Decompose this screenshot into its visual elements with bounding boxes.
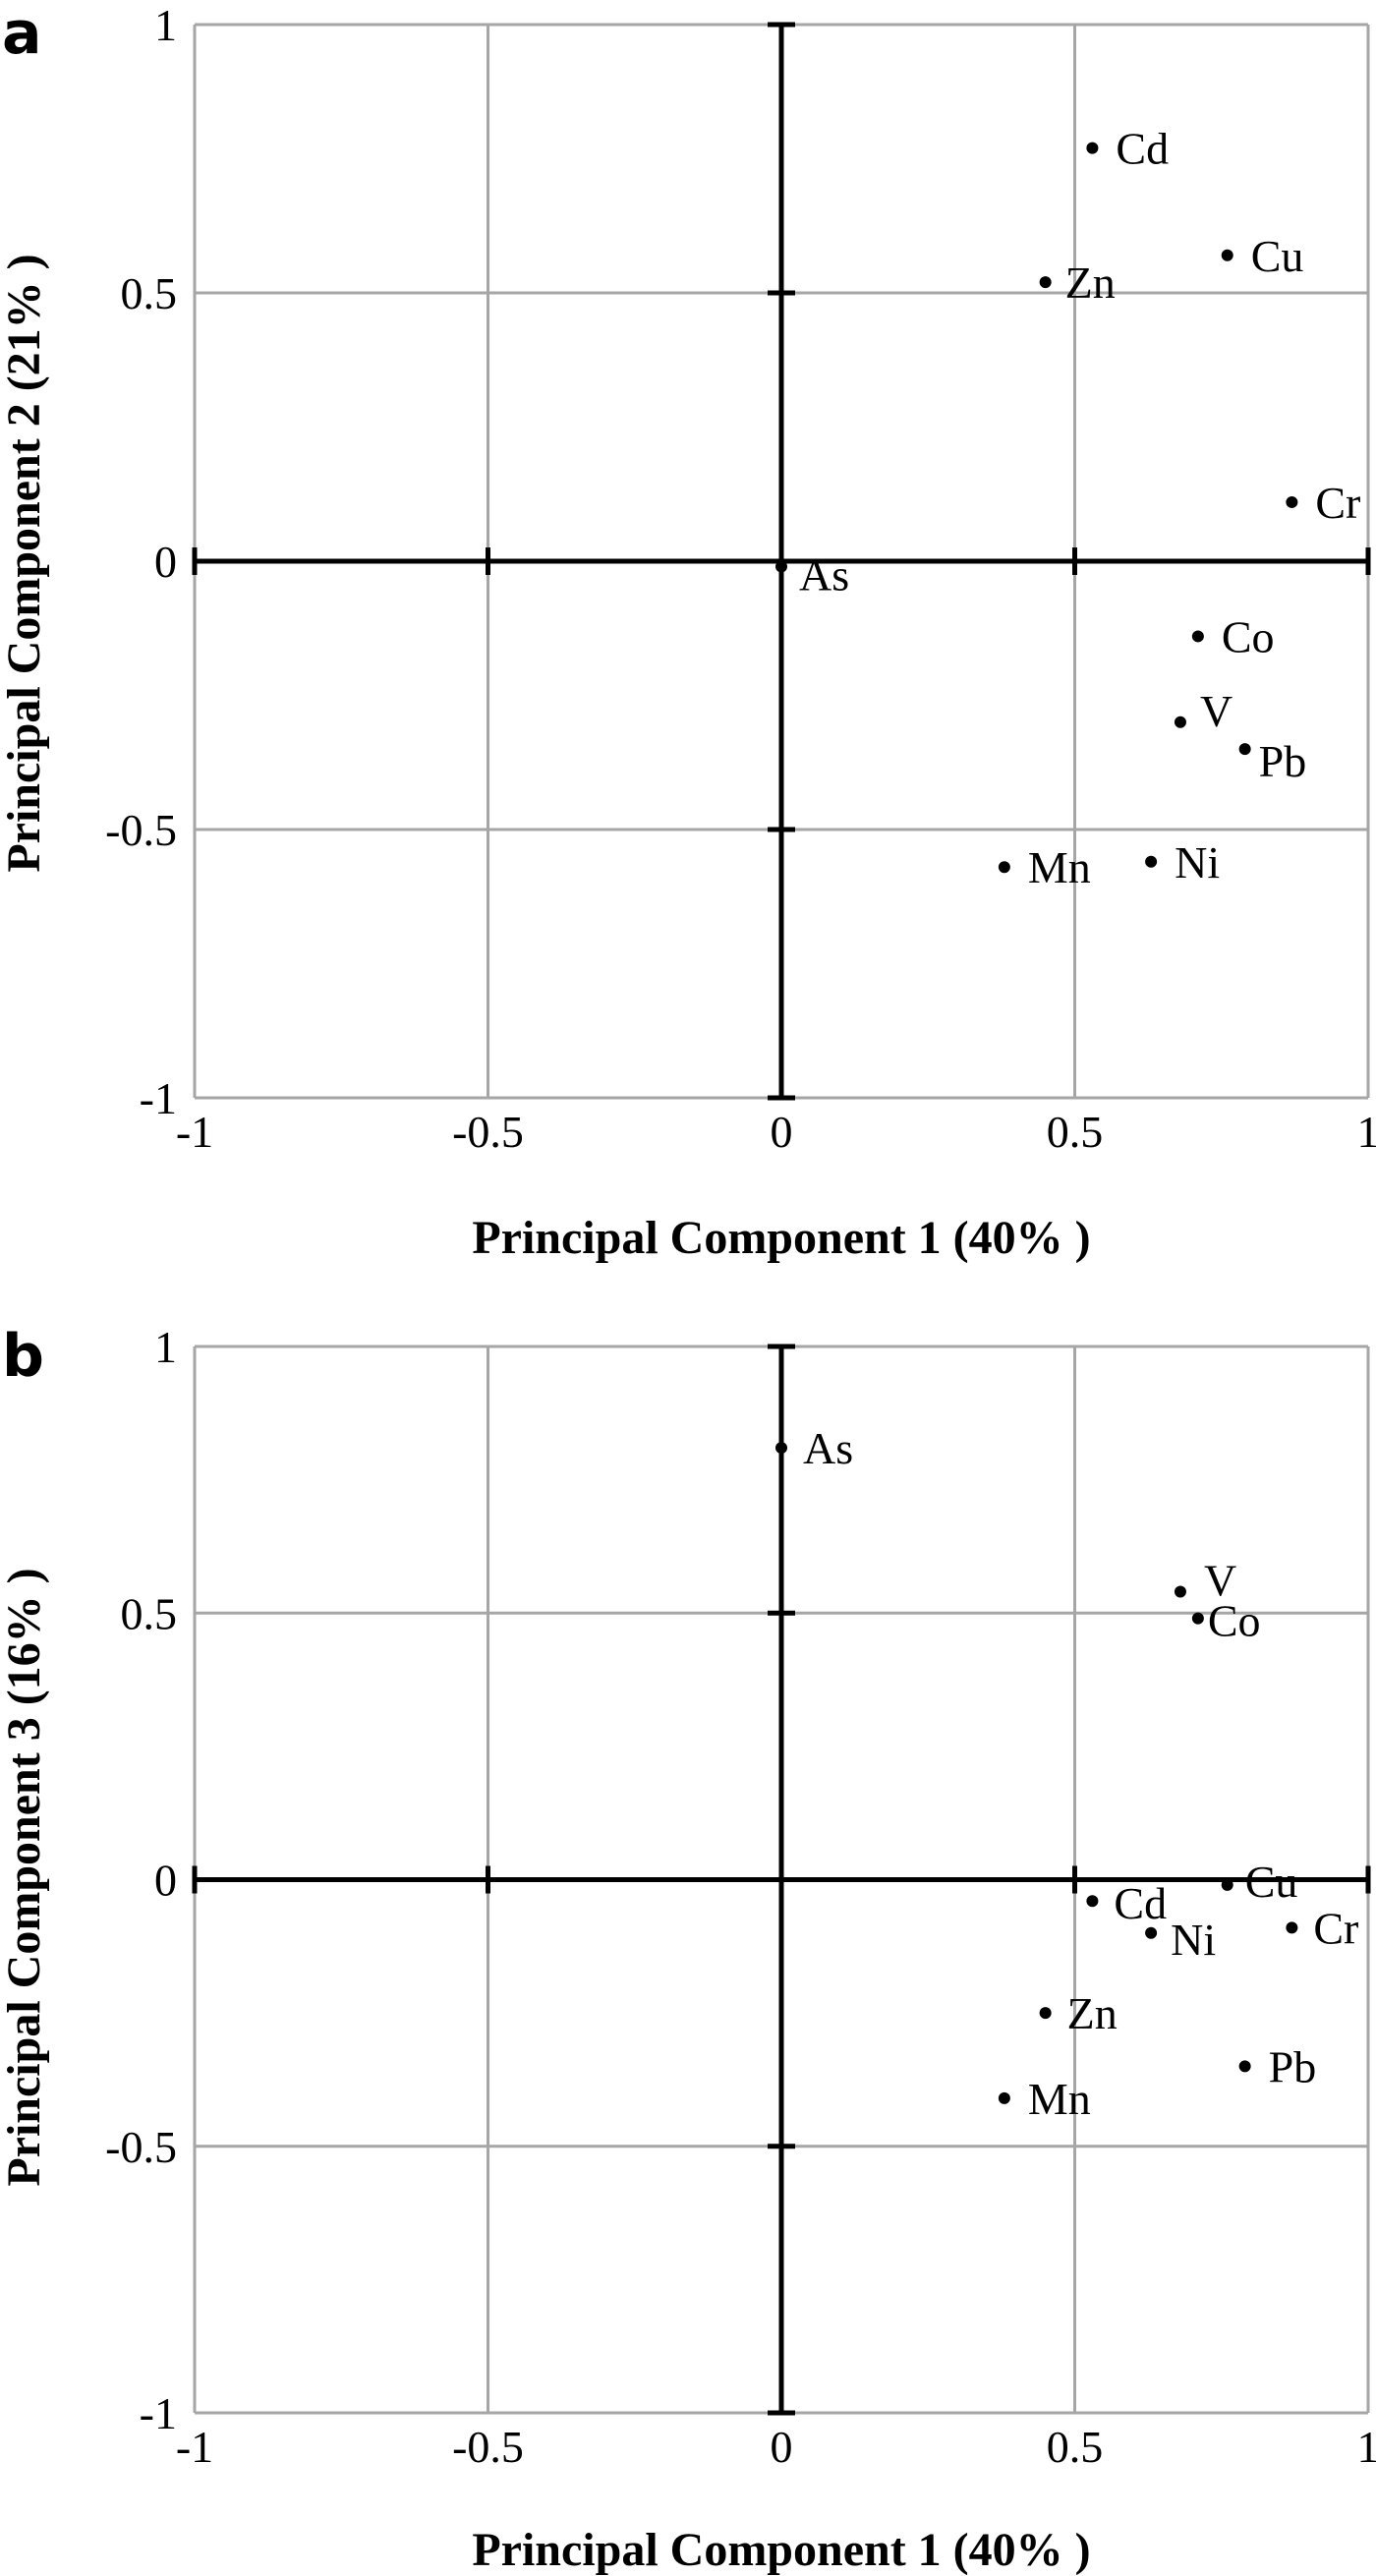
panel-b-point-label-ni: Ni	[1171, 1915, 1216, 1965]
panel-b-y-tick-label: -1	[140, 2388, 177, 2438]
panel-b-point-cd	[1086, 1895, 1099, 1908]
panel-a-point-cu	[1221, 249, 1233, 261]
panel-b-x-tick-label: -1	[176, 2422, 213, 2472]
panel-b-point-label-as: As	[803, 1423, 853, 1473]
panel-a-point-pb	[1238, 743, 1251, 756]
panel-a-point-zn	[1039, 276, 1052, 289]
panel-a-point-ni	[1145, 855, 1158, 868]
panel-a-point-label-as: As	[799, 549, 849, 600]
panel-b-letter: b	[2, 1322, 44, 1391]
panel-a-point-co	[1191, 630, 1204, 643]
panel-b-point-v	[1174, 1585, 1186, 1598]
panel-b-point-label-v: V	[1204, 1556, 1236, 1606]
panel-a-point-v	[1174, 716, 1186, 728]
panel-a-point-label-cd: Cd	[1116, 124, 1169, 174]
panel-a-point-mn	[998, 861, 1010, 874]
panel-a-point-label-v: V	[1200, 686, 1233, 736]
panel-b-point-label-co: Co	[1208, 1596, 1261, 1646]
panel-a-y-tick-label: 0.5	[121, 268, 178, 318]
panel-b-y-tick-label: -0.5	[105, 2122, 177, 2172]
panel-a-x-tick-label: -1	[176, 1107, 213, 1157]
panel-b-x-tick-label: 1	[1357, 2422, 1376, 2472]
panel-b-point-label-cd: Cd	[1114, 1878, 1167, 1928]
panel-a-y-tick-label: -1	[140, 1073, 177, 1123]
panel-b-x-tick-label: -0.5	[452, 2422, 524, 2472]
panel-a-x-tick-label: 0.5	[1047, 1107, 1104, 1157]
panel-b-y-axis-title: Principal Component 3 (16% )	[0, 1568, 50, 2186]
panel-a-point-label-pb: Pb	[1259, 736, 1307, 786]
panel-a-x-tick-label: 0	[771, 1107, 793, 1157]
panel-b-point-label-mn: Mn	[1028, 2074, 1091, 2124]
panel-a-y-tick-label: 0	[154, 537, 177, 587]
panel-a-point-label-cr: Cr	[1315, 478, 1360, 528]
panel-a-letter: a	[2, 0, 42, 68]
panel-a-point-label-ni: Ni	[1175, 837, 1220, 887]
panel-b-point-label-zn: Zn	[1067, 1988, 1118, 2038]
panel-b-point-as	[775, 1442, 787, 1455]
panel-a-y-axis-title: Principal Component 2 (21% )	[0, 254, 50, 872]
panel-a-point-cd	[1086, 142, 1099, 154]
panel-a-y-tick-label: 1	[154, 0, 177, 50]
panel-b-point-label-cr: Cr	[1313, 1903, 1358, 1953]
panel-a-x-tick-label: 1	[1357, 1107, 1376, 1157]
panel-a-x-tick-label: -0.5	[452, 1107, 524, 1157]
panel-a-point-cr	[1286, 495, 1298, 508]
panel-b-point-label-pb: Pb	[1269, 2041, 1317, 2091]
panel-b-x-tick-label: 0	[771, 2422, 793, 2472]
panel-b-point-pb	[1238, 2060, 1251, 2073]
panel-b-point-mn	[998, 2091, 1010, 2104]
panel-b-point-ni	[1145, 1926, 1158, 1939]
panel-b-x-axis-title: Principal Component 1 (40% )	[472, 2524, 1090, 2576]
panel-a-point-label-co: Co	[1222, 611, 1275, 661]
panel-b-point-cu	[1221, 1878, 1233, 1891]
panel-a-point-as	[775, 560, 787, 573]
panel-b-y-tick-label: 0	[154, 1856, 177, 1906]
panel-b-point-cr	[1286, 1921, 1298, 1934]
panel-a-point-label-cu: Cu	[1251, 231, 1304, 281]
panel-a-y-tick-label: -0.5	[105, 805, 177, 855]
panel-b-point-zn	[1039, 2007, 1052, 2020]
panel-a-pc1-vs-pc2-chart: -1 -0.5 0 0.5 1 1 0.5 0 -0.5 -1 Cd Cu Zn Cr As Co V Pb Mn N…	[0, 0, 1376, 1264]
panel-a-point-label-zn: Zn	[1065, 258, 1116, 308]
panel-b-point-co	[1191, 1612, 1204, 1625]
panel-b-point-label-cu: Cu	[1245, 1857, 1298, 1907]
panel-b-y-tick-label: 0.5	[121, 1588, 178, 1638]
panel-a-x-axis-title: Principal Component 1 (40% )	[472, 1212, 1090, 1264]
panel-b-x-tick-label: 0.5	[1047, 2422, 1104, 2472]
panel-b-y-tick-label: 1	[154, 1322, 177, 1372]
panel-a-point-label-mn: Mn	[1028, 842, 1091, 892]
panel-a-plot-area: -1 -0.5 0 0.5 1 1 0.5 0 -0.5 -1 Cd Cu Zn Cr As Co V Pb Mn N…	[105, 0, 1376, 1157]
